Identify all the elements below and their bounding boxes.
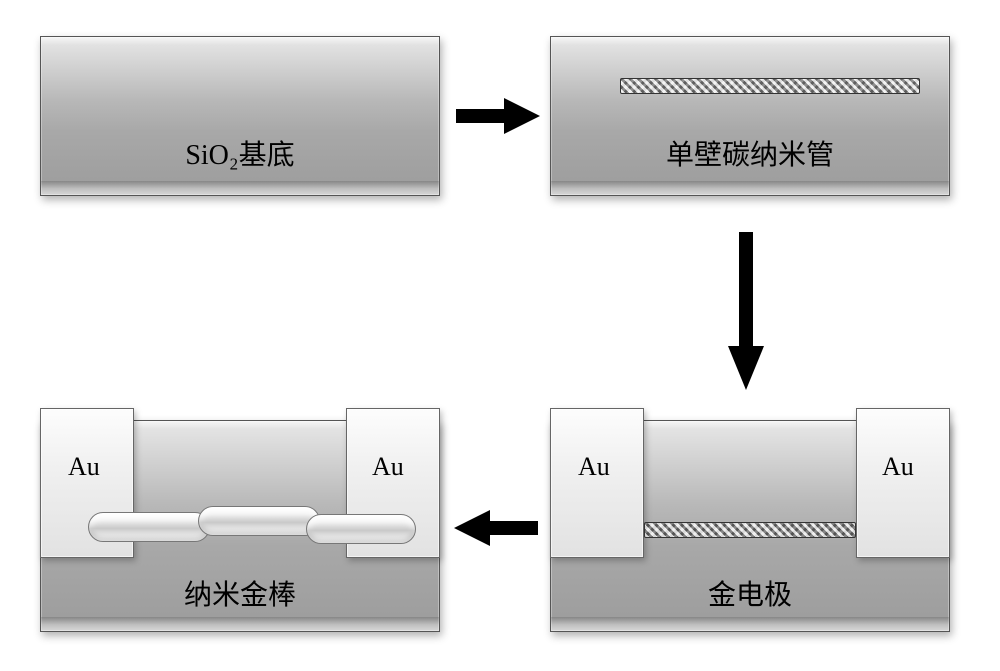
arrow-step3-icon bbox=[454, 506, 540, 550]
caption-text: 单壁碳纳米管 bbox=[666, 140, 834, 171]
panel-swcnt: 单壁碳纳米管 bbox=[550, 36, 950, 196]
au-label-right-2: Au bbox=[372, 452, 404, 482]
caption-sio2: SiO₂基底 bbox=[41, 133, 439, 173]
au-electrode-left bbox=[550, 408, 644, 558]
caption-gold-nanorods: 纳米金棒 bbox=[41, 573, 439, 613]
gold-nanorod-1 bbox=[88, 512, 210, 542]
carbon-nanotube-between-electrodes bbox=[644, 522, 856, 538]
caption-swcnt: 单壁碳纳米管 bbox=[551, 133, 949, 173]
au-electrode-right bbox=[856, 408, 950, 558]
panel-bottom-bevel bbox=[551, 181, 949, 195]
panel-bottom-bevel bbox=[551, 617, 949, 631]
carbon-nanotube bbox=[620, 78, 920, 94]
au-label-left: Au bbox=[578, 452, 610, 482]
caption-text: 纳米金棒 bbox=[184, 580, 296, 611]
panel-top-bevel bbox=[41, 37, 439, 45]
caption-text: 金电极 bbox=[708, 580, 792, 611]
panel-bottom-bevel bbox=[41, 181, 439, 195]
panel-bottom-bevel bbox=[41, 617, 439, 631]
panel-sio2-substrate: SiO₂基底 bbox=[40, 36, 440, 196]
arrow-step2-icon bbox=[724, 230, 768, 390]
caption-gold-electrode: 金电极 bbox=[551, 573, 949, 613]
gold-nanorod-2 bbox=[198, 506, 320, 536]
caption-text: SiO₂基底 bbox=[185, 140, 294, 171]
arrow-step1-icon bbox=[454, 94, 540, 138]
gold-nanorod-3 bbox=[306, 514, 416, 544]
panel-top-bevel bbox=[551, 37, 949, 45]
au-label-left-2: Au bbox=[68, 452, 100, 482]
au-label-right: Au bbox=[882, 452, 914, 482]
